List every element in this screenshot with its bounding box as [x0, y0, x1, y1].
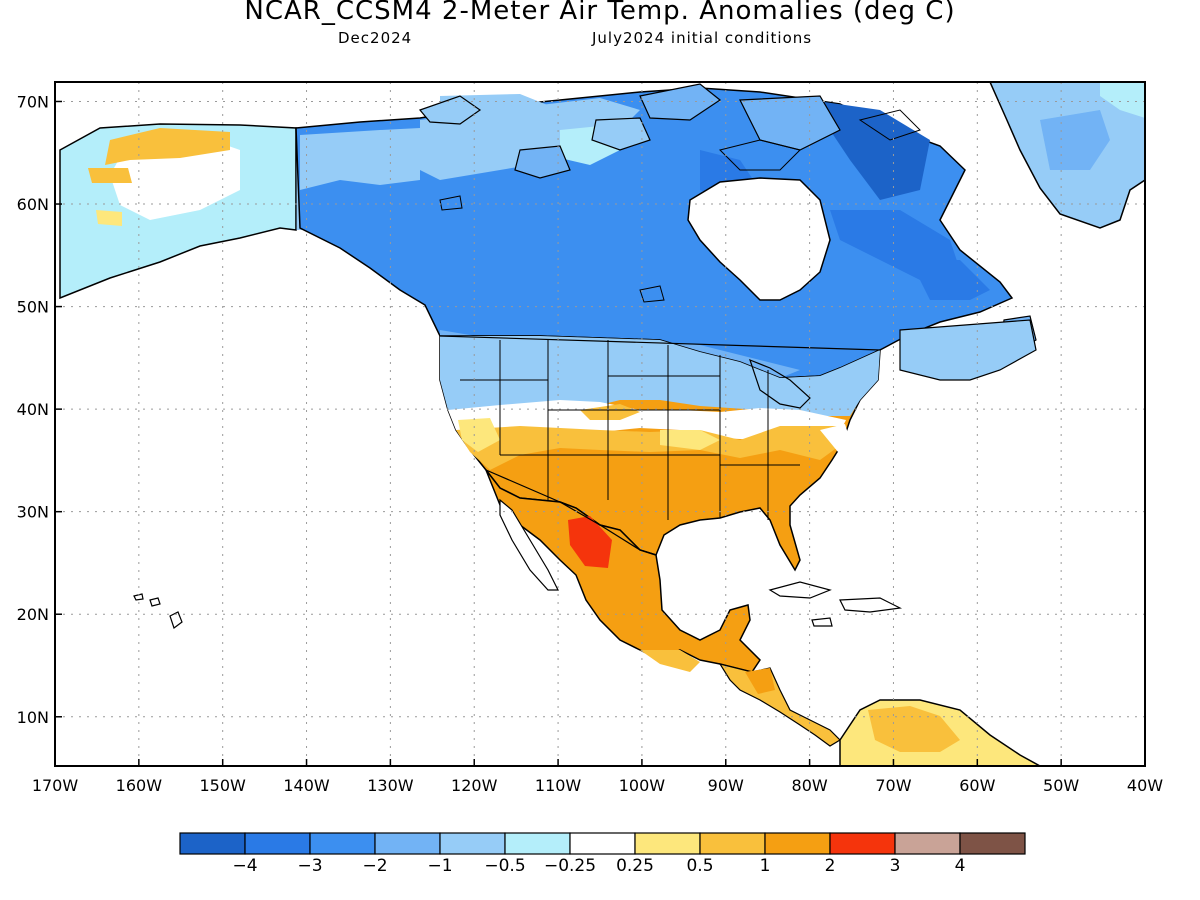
forecast-month: Dec2024	[338, 29, 413, 47]
mexico-land	[485, 469, 761, 673]
latitude-label: 60N	[17, 195, 49, 214]
colorbar-swatch	[374, 832, 441, 855]
colorbar-label: 4	[954, 856, 966, 876]
colorbar-swatch	[829, 832, 896, 855]
colorbar-swatch	[439, 832, 506, 855]
colorbar-label: 0.25	[616, 856, 654, 876]
colorbar-swatch	[894, 832, 961, 855]
anomaly-field	[59, 82, 1145, 766]
colorbar-label: −0.25	[543, 856, 597, 876]
latitude-label: 20N	[17, 605, 49, 624]
longitude-label: 130W	[367, 776, 414, 795]
latitude-label: 70N	[17, 92, 49, 111]
longitude-label: 150W	[200, 776, 247, 795]
longitude-label: 110W	[535, 776, 582, 795]
colorbar-swatch	[244, 832, 311, 855]
longitude-label: 60W	[959, 776, 995, 795]
longitude-label: 80W	[792, 776, 828, 795]
latitude-label: 10N	[17, 708, 49, 727]
latitude-labels: 70N 60N 50N 40N 30N 20N 10N	[17, 92, 49, 726]
colorbar-swatch	[699, 832, 766, 855]
longitude-label: 70W	[875, 776, 911, 795]
colorbar-label: −4	[232, 856, 258, 876]
latitude-label: 50N	[17, 298, 49, 317]
colorbar-swatch	[764, 832, 831, 855]
longitude-label: 90W	[708, 776, 744, 795]
colorbar-swatch	[569, 832, 636, 855]
latitude-label: 40N	[17, 400, 49, 419]
colorbar-swatch	[179, 832, 246, 855]
colorbar-swatch	[959, 832, 1026, 855]
hudson-bay	[687, 177, 831, 301]
latitude-label: 30N	[17, 503, 49, 522]
colorbar-label: −0.5	[484, 856, 526, 876]
colorbar	[179, 832, 1026, 855]
map-title: NCAR_CCSM4 2-Meter Air Temp. Anomalies (…	[244, 0, 956, 26]
longitude-label: 170W	[32, 776, 79, 795]
graticule	[54, 82, 1146, 766]
longitude-label: 100W	[619, 776, 666, 795]
colorbar-label: −1	[427, 856, 453, 876]
longitude-label: 50W	[1043, 776, 1079, 795]
longitude-labels: 170W 160W 150W 140W 130W 120W 110W 100W 90W 80W 70…	[32, 776, 1163, 795]
longitude-label: 140W	[283, 776, 330, 795]
colorbar-swatch	[309, 832, 376, 855]
map-frame	[54, 81, 1146, 767]
colorbar-swatch	[504, 832, 571, 855]
colorbar-label: 2	[824, 856, 836, 876]
colorbar-label: −3	[297, 856, 323, 876]
central-america-land	[718, 663, 841, 747]
longitude-label: 120W	[451, 776, 498, 795]
colorbar-label: 3	[889, 856, 901, 876]
colorbar-label: 1	[759, 856, 771, 876]
colorbar-swatch	[634, 832, 701, 855]
colorbar-label: 0.5	[686, 856, 714, 876]
longitude-label: 40W	[1127, 776, 1163, 795]
initial-conditions-label: July2024 initial conditions	[592, 29, 813, 47]
longitude-label: 160W	[116, 776, 163, 795]
colorbar-label: −2	[362, 856, 388, 876]
